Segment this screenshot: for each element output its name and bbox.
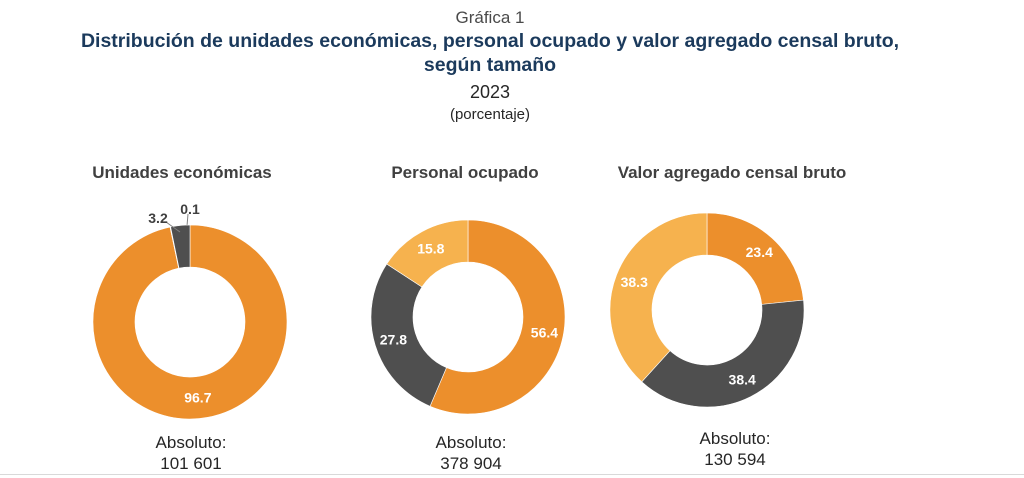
slice-value-label: 96.7 [184, 390, 211, 406]
leader-line [186, 213, 189, 227]
donut-chart-0: 96.7 0.1 3.2 [92, 201, 288, 420]
absolute-value: 378 904 [440, 454, 502, 473]
slice-value-label: 27.8 [380, 332, 407, 348]
donut-slice-0-0 [92, 224, 288, 420]
title-line-1: Distribución de unidades económicas, per… [80, 30, 900, 52]
donut-chart-2: 23.4 38.4 38.3 [609, 212, 805, 408]
absolute-label: Absoluto: [435, 433, 507, 452]
absolute-label: Absoluto: [155, 433, 227, 452]
slice-value-label: 38.4 [729, 372, 756, 388]
donut-slice-1-1 [370, 263, 447, 407]
donut-title-personal: Personal ocupado [391, 163, 539, 182]
donut-slice-1-2 [386, 219, 469, 288]
donut-slice-1-0 [429, 219, 566, 415]
slice-value-label: 38.3 [621, 274, 648, 290]
title-line-2: según tamaño [423, 54, 557, 76]
figure-number: Gráfica 1 [455, 8, 525, 27]
absolute-block-personal: Absoluto: 378 904 [436, 432, 507, 474]
absolute-block-unidades: Absoluto: 101 601 [156, 432, 227, 474]
donut-chart-1: 56.4 27.8 15.8 [370, 219, 566, 415]
slice-value-label: 56.4 [531, 325, 558, 341]
chart-unit: (porcentaje) [449, 106, 531, 123]
donut-slice-2-1 [641, 299, 805, 408]
slice-value-label: 3.2 [148, 210, 168, 226]
donut-slice-0-2 [170, 224, 191, 269]
donut-title-unidades: Unidades económicas [92, 163, 272, 182]
absolute-value: 101 601 [160, 454, 222, 473]
donut-slice-2-2 [609, 212, 708, 383]
absolute-block-valor: Absoluto: 130 594 [700, 428, 771, 470]
absolute-label: Absoluto: [699, 429, 771, 448]
donut-title-valor: Valor agregado censal bruto [617, 163, 847, 182]
slice-value-label: 23.4 [746, 244, 773, 260]
leader-line [165, 221, 181, 233]
chart-year: 2023 [469, 82, 511, 102]
absolute-value: 130 594 [704, 450, 766, 469]
slice-value-label: 0.1 [180, 201, 200, 217]
chart-main-title: Distribución de unidades económicas, per… [0, 29, 980, 77]
bottom-divider [0, 474, 1024, 475]
slice-value-label: 15.8 [417, 240, 444, 256]
